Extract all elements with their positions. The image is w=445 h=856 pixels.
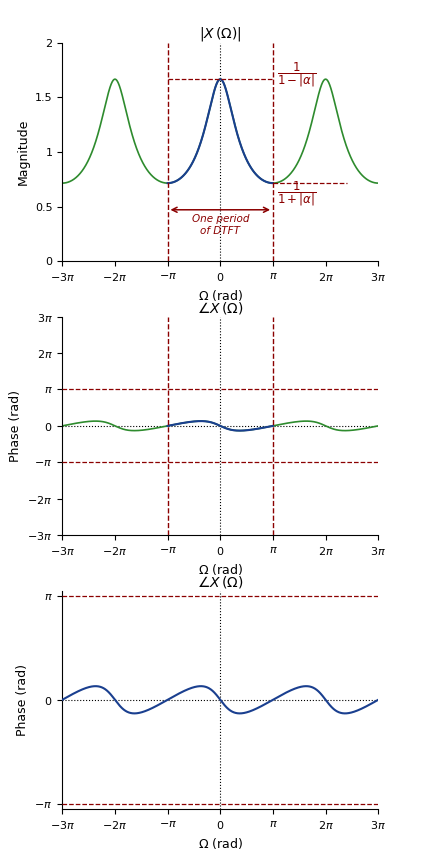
X-axis label: $\Omega$ (rad): $\Omega$ (rad) <box>198 288 243 303</box>
Title: $|X\,(\Omega)|$: $|X\,(\Omega)|$ <box>199 25 242 43</box>
Text: $\dfrac{1}{1+|\alpha|}$: $\dfrac{1}{1+|\alpha|}$ <box>277 180 316 208</box>
Text: $\dfrac{1}{1-|\alpha|}$: $\dfrac{1}{1-|\alpha|}$ <box>277 61 316 89</box>
Text: (b): (b) <box>210 591 230 606</box>
Title: $\angle X\,(\Omega)$: $\angle X\,(\Omega)$ <box>197 574 243 590</box>
Title: $\angle X\,(\Omega)$: $\angle X\,(\Omega)$ <box>197 300 243 316</box>
Y-axis label: Phase (rad): Phase (rad) <box>16 663 29 736</box>
Text: (a): (a) <box>210 318 230 332</box>
Y-axis label: Magnitude: Magnitude <box>16 119 29 185</box>
Text: One period
of DTFT: One period of DTFT <box>191 214 249 236</box>
Y-axis label: Phase (rad): Phase (rad) <box>9 389 22 462</box>
X-axis label: $\Omega$ (rad): $\Omega$ (rad) <box>198 836 243 851</box>
X-axis label: $\Omega$ (rad): $\Omega$ (rad) <box>198 562 243 577</box>
